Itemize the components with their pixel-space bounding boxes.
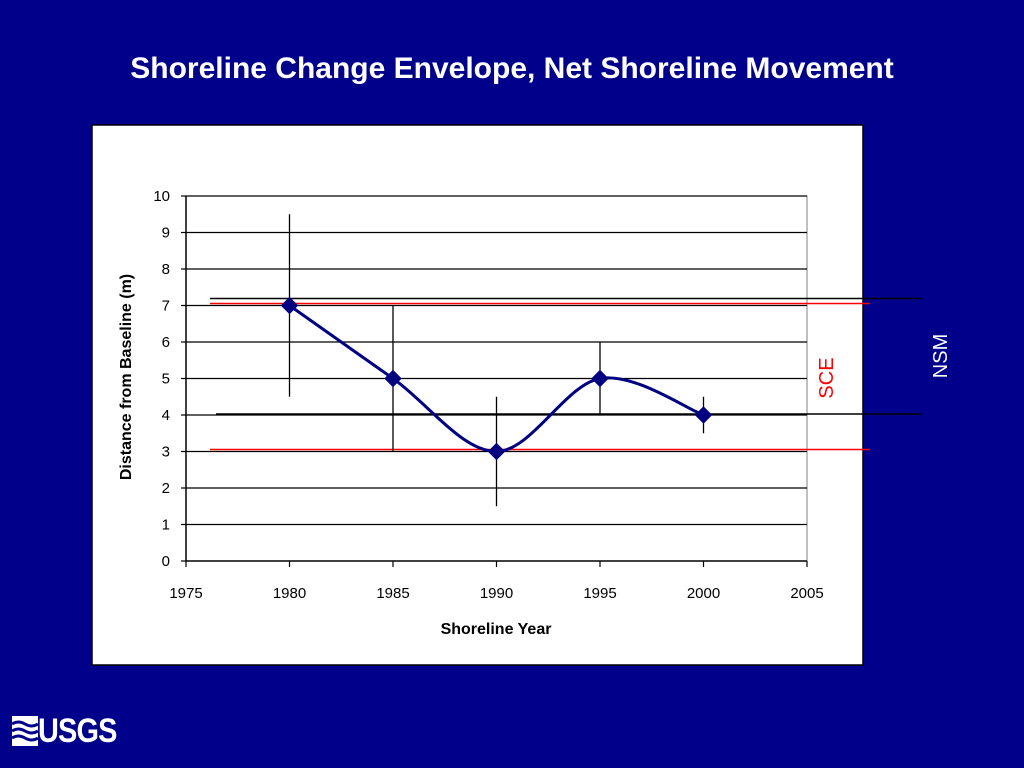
- data-point: [384, 369, 402, 388]
- reference-lines: [210, 297, 922, 451]
- x-tick-label: 1985: [376, 585, 409, 602]
- usgs-logo: USGS: [12, 714, 130, 748]
- data-point: [694, 406, 713, 424]
- y-tick-label: 9: [162, 225, 170, 242]
- nsm-label: NSM: [930, 334, 952, 378]
- y-tick-label: 1: [162, 517, 170, 534]
- usgs-wave-icon: [12, 716, 38, 746]
- x-tick-label: 1975: [169, 585, 202, 602]
- y-tick-label: 5: [162, 371, 170, 388]
- y-tick-label: 2: [162, 480, 170, 497]
- series: [280, 296, 713, 461]
- x-axis-title: Shoreline Year: [441, 621, 552, 638]
- y-axis-title: Distance from Baseline (m): [118, 274, 135, 480]
- y-tick-label: 4: [162, 407, 170, 424]
- data-point: [487, 442, 506, 461]
- x-tick-label: 2000: [687, 585, 720, 602]
- data-point: [591, 369, 609, 388]
- x-tick-label: 1990: [480, 585, 513, 602]
- logo-text: USGS: [38, 712, 117, 750]
- grid-lines: [186, 195, 807, 526]
- x-tick-label: 2005: [790, 585, 823, 602]
- slide-title: Shoreline Change Envelope, Net Shoreline…: [130, 52, 894, 85]
- x-tick-label: 1995: [583, 585, 616, 602]
- y-tick-label: 6: [162, 334, 170, 351]
- y-tick-label: 7: [162, 298, 170, 315]
- x-tick-label: 1980: [273, 585, 306, 602]
- y-tick-label: 3: [162, 444, 170, 461]
- y-tick-label: 0: [162, 553, 170, 570]
- y-tick-label: 8: [162, 261, 170, 278]
- x-tick-labels: 1975 1980 1985 1990 1995 2000 2005: [169, 561, 824, 602]
- y-tick-labels: 0 1 2 3 4 5 6 7 8 9 10: [153, 188, 186, 570]
- y-tick-label: 10: [153, 188, 170, 205]
- data-point: [280, 296, 299, 315]
- sce-label: SCE: [816, 357, 838, 398]
